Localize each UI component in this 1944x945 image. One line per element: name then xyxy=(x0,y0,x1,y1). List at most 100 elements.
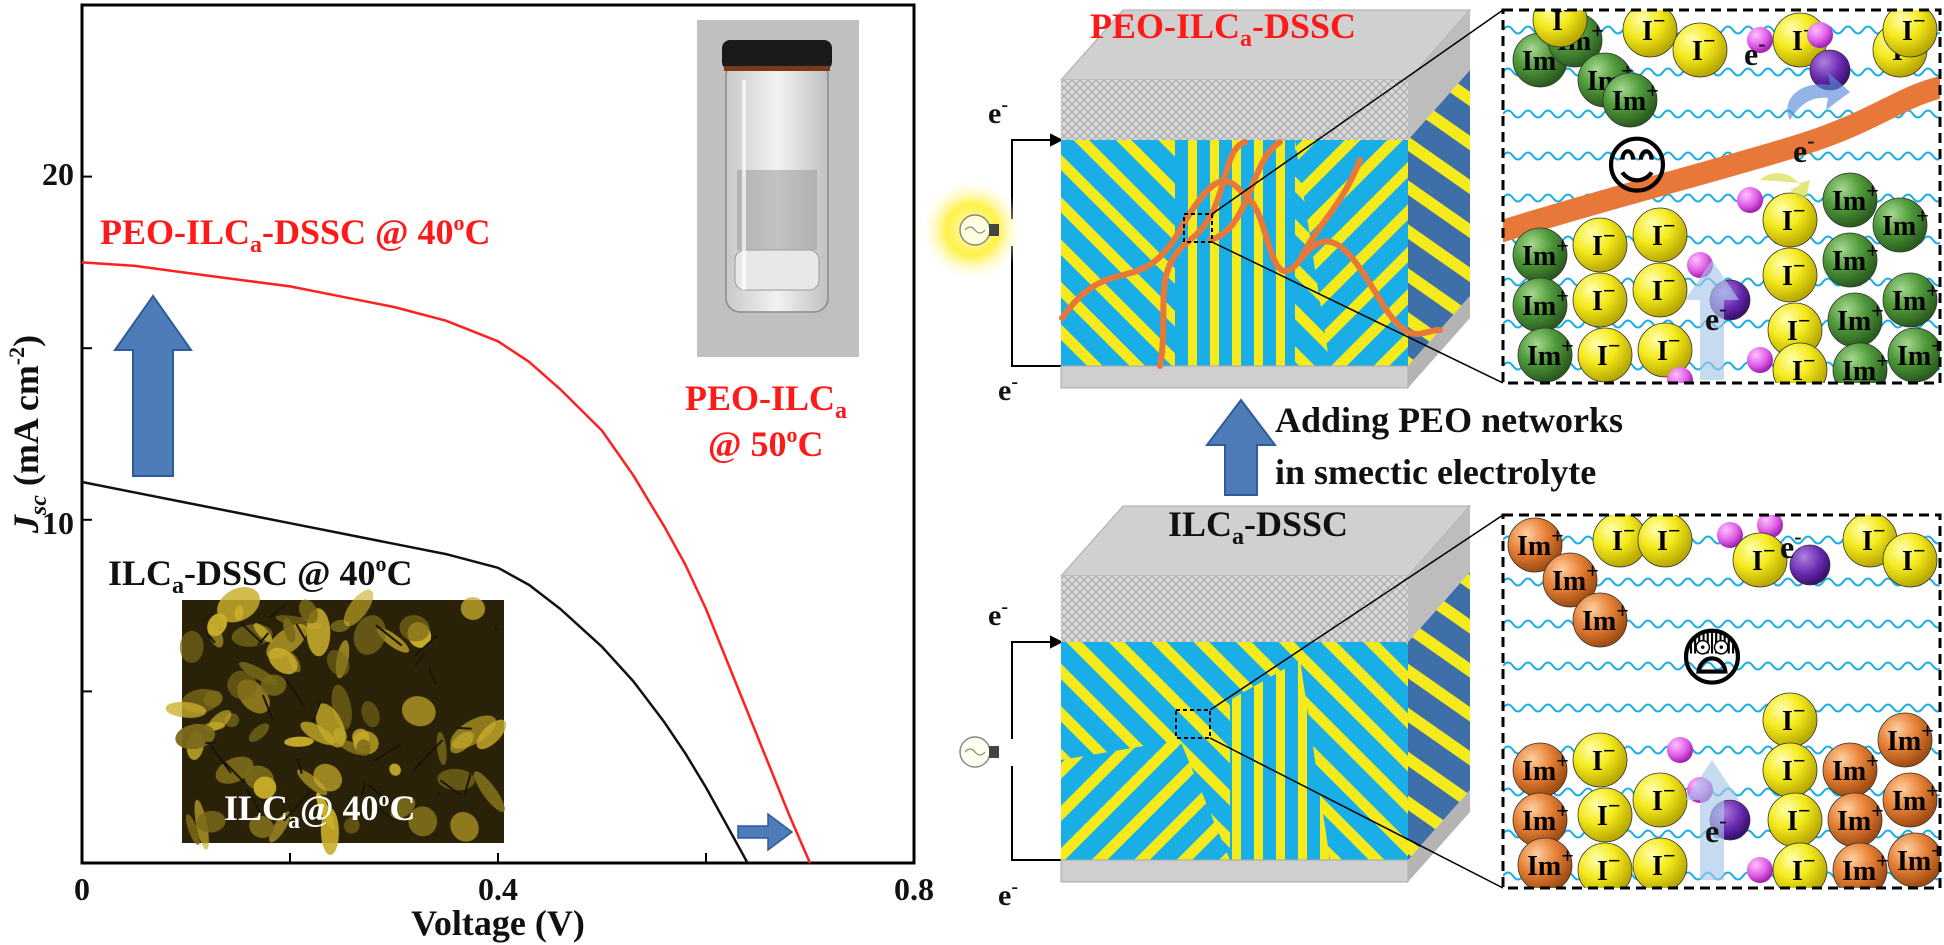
vial-label-line2: @ 50oC xyxy=(708,422,824,464)
imidazolium-label: Im+ xyxy=(1892,778,1939,817)
micrograph-crack xyxy=(414,652,426,666)
bottom-zoom-box xyxy=(1175,709,1211,739)
micrograph-domain xyxy=(476,719,507,750)
peo-curve-label: PEO-ILCa-DSSC @ 40oC xyxy=(100,210,491,258)
bottom-zoom-electron-a: e- xyxy=(1780,524,1802,565)
top-zoom-electron-a: e- xyxy=(1793,128,1815,169)
imidazolium-label: Im+ xyxy=(1882,203,1929,242)
micrograph-label: ILCa@ 40oC xyxy=(224,786,416,834)
imidazolium-label: Im+ xyxy=(1842,848,1889,887)
micrograph-domain xyxy=(390,796,416,820)
micrograph-domain xyxy=(408,806,438,837)
iodide-label: I− xyxy=(1782,698,1805,737)
peo-fiber-network xyxy=(1059,139,1443,369)
iodide-label: I− xyxy=(1612,518,1635,557)
imidazolium-label: Im+ xyxy=(1527,843,1574,882)
alkyl-chain xyxy=(1503,319,1940,329)
imidazolium-label: Im+ xyxy=(1552,558,1599,597)
micrograph-domain xyxy=(436,731,447,766)
imidazolium-label: Im+ xyxy=(1522,233,1569,272)
x-tick-1: 0.4 xyxy=(478,871,518,907)
electron-hop-arrow-icon xyxy=(1787,72,1850,120)
micrograph-crack xyxy=(296,758,303,775)
micrograph-domain xyxy=(196,810,226,833)
y-tick-20: 20 xyxy=(42,156,74,192)
imidazolium-label: Im+ xyxy=(1892,278,1939,317)
imidazolium-label: Im+ xyxy=(1832,238,1879,277)
micrograph-domain xyxy=(473,771,505,812)
imidazolium-label: Im+ xyxy=(1612,78,1659,117)
top-bulb-icon xyxy=(959,214,999,246)
bottom-bottom-electrode-side xyxy=(1408,790,1470,882)
triiodide-atom xyxy=(1737,187,1763,213)
iodide-label: I− xyxy=(1692,28,1715,67)
micrograph-domain xyxy=(179,630,204,663)
micrograph-domain xyxy=(203,690,223,708)
imidazolium-label: Im+ xyxy=(1897,838,1944,877)
micrograph-domain xyxy=(450,715,497,749)
imidazolium-label: Im+ xyxy=(1837,798,1884,837)
top-circuit xyxy=(1011,133,1064,367)
bottom-zoom-panel: Im+Im+Im+I− I− I−I−I−Im+ I−Im+ I− I−Im+I− I−I−… xyxy=(1501,513,1944,890)
iodide-ion xyxy=(1632,837,1688,888)
triiodide-atom xyxy=(1747,27,1773,53)
jv-curve-chart: 0 0.4 0.8 10 20 Voltage (V) Jsc (mA cm-2… xyxy=(4,3,934,943)
top-zoom-electron-b: e- xyxy=(1744,31,1766,72)
vial-label-line1: PEO-ILCa xyxy=(685,378,847,424)
triiodide-atom xyxy=(1747,347,1773,373)
micrograph-domain xyxy=(253,776,277,799)
electron-hop-arrow-icon xyxy=(1685,260,1739,380)
micrograph-crack xyxy=(369,801,396,821)
iodide-ion xyxy=(1632,262,1688,318)
imidazolium-ion xyxy=(1572,592,1628,648)
iodide-label: I− xyxy=(1902,538,1925,577)
imidazolium-ion xyxy=(1542,552,1598,608)
polarized-micrograph xyxy=(165,587,507,855)
bottom-electron-lower: e- xyxy=(998,876,1018,912)
iodide-label: I− xyxy=(1552,0,1575,37)
micrograph-domain xyxy=(268,647,298,675)
imidazolium-label: Im+ xyxy=(1522,798,1569,837)
top-cell-title: PEO-ILCa-DSSC xyxy=(1090,6,1356,52)
iodide-ion xyxy=(1572,272,1628,328)
iodide-ion xyxy=(1882,10,1938,58)
iodide-label: I− xyxy=(1787,308,1810,347)
micrograph-domain xyxy=(185,814,200,845)
iodide-ion xyxy=(1637,322,1693,378)
top-electrode-mesh xyxy=(1061,80,1408,140)
imidazolium-label: Im+ xyxy=(1517,523,1564,562)
micrograph-domain xyxy=(343,817,360,834)
alkyl-chain xyxy=(1503,661,1940,671)
micrograph-crack xyxy=(494,626,499,632)
iodide-ion xyxy=(1572,732,1628,788)
micrograph-domain xyxy=(165,701,207,718)
top-bottom-electrode-side xyxy=(1408,296,1470,388)
iodide-ion xyxy=(1772,842,1828,888)
imidazolium-ion xyxy=(1877,712,1933,768)
micrograph-crack xyxy=(375,624,403,647)
imidazolium-ion xyxy=(1872,197,1928,253)
imidazolium-label: Im+ xyxy=(1522,283,1569,322)
bottom-zoom-electron-b: e- xyxy=(1705,808,1727,849)
iodide-label: I− xyxy=(1597,793,1620,832)
triiodide-atom xyxy=(1667,737,1693,763)
bottom-electrode-mesh xyxy=(1061,576,1408,642)
imidazolium-ion xyxy=(1882,772,1938,828)
micrograph-crack xyxy=(428,668,438,685)
imidazolium-label: Im+ xyxy=(1527,333,1574,372)
triiodide-atom xyxy=(1757,515,1783,538)
fear-face-icon: 😨 xyxy=(1679,622,1746,696)
imidazolium-ion xyxy=(1832,842,1888,888)
micrograph-crack xyxy=(413,634,438,657)
micrograph-domain xyxy=(361,701,380,728)
micrograph-domain xyxy=(298,599,319,624)
top-electron-upper: e- xyxy=(988,94,1008,130)
curve-layer xyxy=(81,261,812,864)
iodide-ion xyxy=(1532,10,1588,48)
iodine-atom xyxy=(1789,544,1831,586)
imidazolium-label: Im+ xyxy=(1832,748,1879,787)
micrograph-crack xyxy=(261,694,274,720)
middle-caption-line1: Adding PEO networks xyxy=(1275,400,1623,440)
iodide-label: I− xyxy=(1652,268,1675,307)
micrograph-domain xyxy=(356,739,371,756)
